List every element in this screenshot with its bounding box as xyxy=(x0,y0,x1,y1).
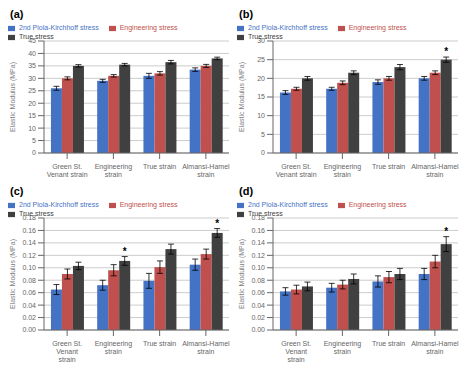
svg-text:Green St.Venant strain: Green St.Venant strain xyxy=(47,163,88,178)
svg-text:True strain: True strain xyxy=(372,340,405,347)
svg-text:15: 15 xyxy=(28,112,36,119)
svg-text:45: 45 xyxy=(28,37,36,44)
svg-text:15: 15 xyxy=(257,93,265,100)
svg-text:25: 25 xyxy=(257,56,265,63)
svg-text:0.18: 0.18 xyxy=(22,214,36,221)
svg-text:Engineeringstrain: Engineeringstrain xyxy=(95,340,132,355)
svg-text:0.16: 0.16 xyxy=(251,227,265,234)
svg-text:*: * xyxy=(444,226,448,237)
svg-text:0: 0 xyxy=(32,149,36,156)
svg-text:10: 10 xyxy=(257,112,265,119)
svg-text:True strain: True strain xyxy=(143,340,176,347)
svg-text:0.10: 0.10 xyxy=(251,264,265,271)
svg-text:Almansi-Hamelstrain: Almansi-Hamelstrain xyxy=(411,163,459,178)
svg-text:0.06: 0.06 xyxy=(251,289,265,296)
svg-text:5: 5 xyxy=(261,131,265,138)
svg-text:5: 5 xyxy=(32,137,36,144)
svg-text:Green St.Venantstrain: Green St.Venantstrain xyxy=(52,340,82,362)
svg-text:0.02: 0.02 xyxy=(251,314,265,321)
svg-text:0.08: 0.08 xyxy=(251,277,265,284)
svg-text:0.10: 0.10 xyxy=(22,264,36,271)
svg-text:20: 20 xyxy=(257,75,265,82)
svg-text:Engineeringstrain: Engineeringstrain xyxy=(324,340,361,355)
svg-text:*: * xyxy=(215,218,219,229)
svg-text:Elastic Modulus (MPa): Elastic Modulus (MPa) xyxy=(9,239,17,309)
svg-text:35: 35 xyxy=(28,62,36,69)
svg-text:30: 30 xyxy=(28,75,36,82)
svg-text:Engineeringstrain: Engineeringstrain xyxy=(95,163,132,178)
svg-text:40: 40 xyxy=(28,50,36,57)
svg-text:0.18: 0.18 xyxy=(251,214,265,221)
svg-text:0.14: 0.14 xyxy=(251,239,265,246)
svg-text:10: 10 xyxy=(28,125,36,132)
svg-text:Elastic Modulus (MPa): Elastic Modulus (MPa) xyxy=(238,239,246,309)
svg-text:Elastic Modulus (MPa): Elastic Modulus (MPa) xyxy=(9,62,17,132)
svg-text:30: 30 xyxy=(257,37,265,44)
svg-text:Green St.Venant strain: Green St.Venant strain xyxy=(276,163,317,178)
svg-text:0.02: 0.02 xyxy=(22,314,36,321)
svg-text:*: * xyxy=(444,46,448,57)
svg-text:20: 20 xyxy=(28,100,36,107)
svg-text:0.12: 0.12 xyxy=(22,252,36,259)
svg-text:0.00: 0.00 xyxy=(22,326,36,333)
svg-text:0.06: 0.06 xyxy=(22,289,36,296)
svg-text:0.00: 0.00 xyxy=(251,326,265,333)
svg-text:Almansi-Hamelstrain: Almansi-Hamelstrain xyxy=(182,340,230,355)
svg-text:0.16: 0.16 xyxy=(22,227,36,234)
svg-text:0.08: 0.08 xyxy=(22,277,36,284)
svg-text:*: * xyxy=(123,246,127,257)
svg-text:Elastic Modulus (MPa): Elastic Modulus (MPa) xyxy=(238,62,246,132)
svg-text:0.14: 0.14 xyxy=(22,239,36,246)
svg-text:Almansi-Hamelstrain: Almansi-Hamelstrain xyxy=(411,340,459,355)
svg-text:25: 25 xyxy=(28,87,36,94)
svg-text:0.04: 0.04 xyxy=(251,302,265,309)
svg-text:0.12: 0.12 xyxy=(251,252,265,259)
svg-text:True strain: True strain xyxy=(143,163,176,170)
svg-text:Almansi-Hamelstrain: Almansi-Hamelstrain xyxy=(182,163,230,178)
svg-text:Green St.Venantstrain: Green St.Venantstrain xyxy=(281,340,311,362)
svg-text:0.04: 0.04 xyxy=(22,302,36,309)
svg-text:True strain: True strain xyxy=(372,163,405,170)
svg-text:0: 0 xyxy=(261,149,265,156)
svg-text:Engineeringstrain: Engineeringstrain xyxy=(324,163,361,178)
